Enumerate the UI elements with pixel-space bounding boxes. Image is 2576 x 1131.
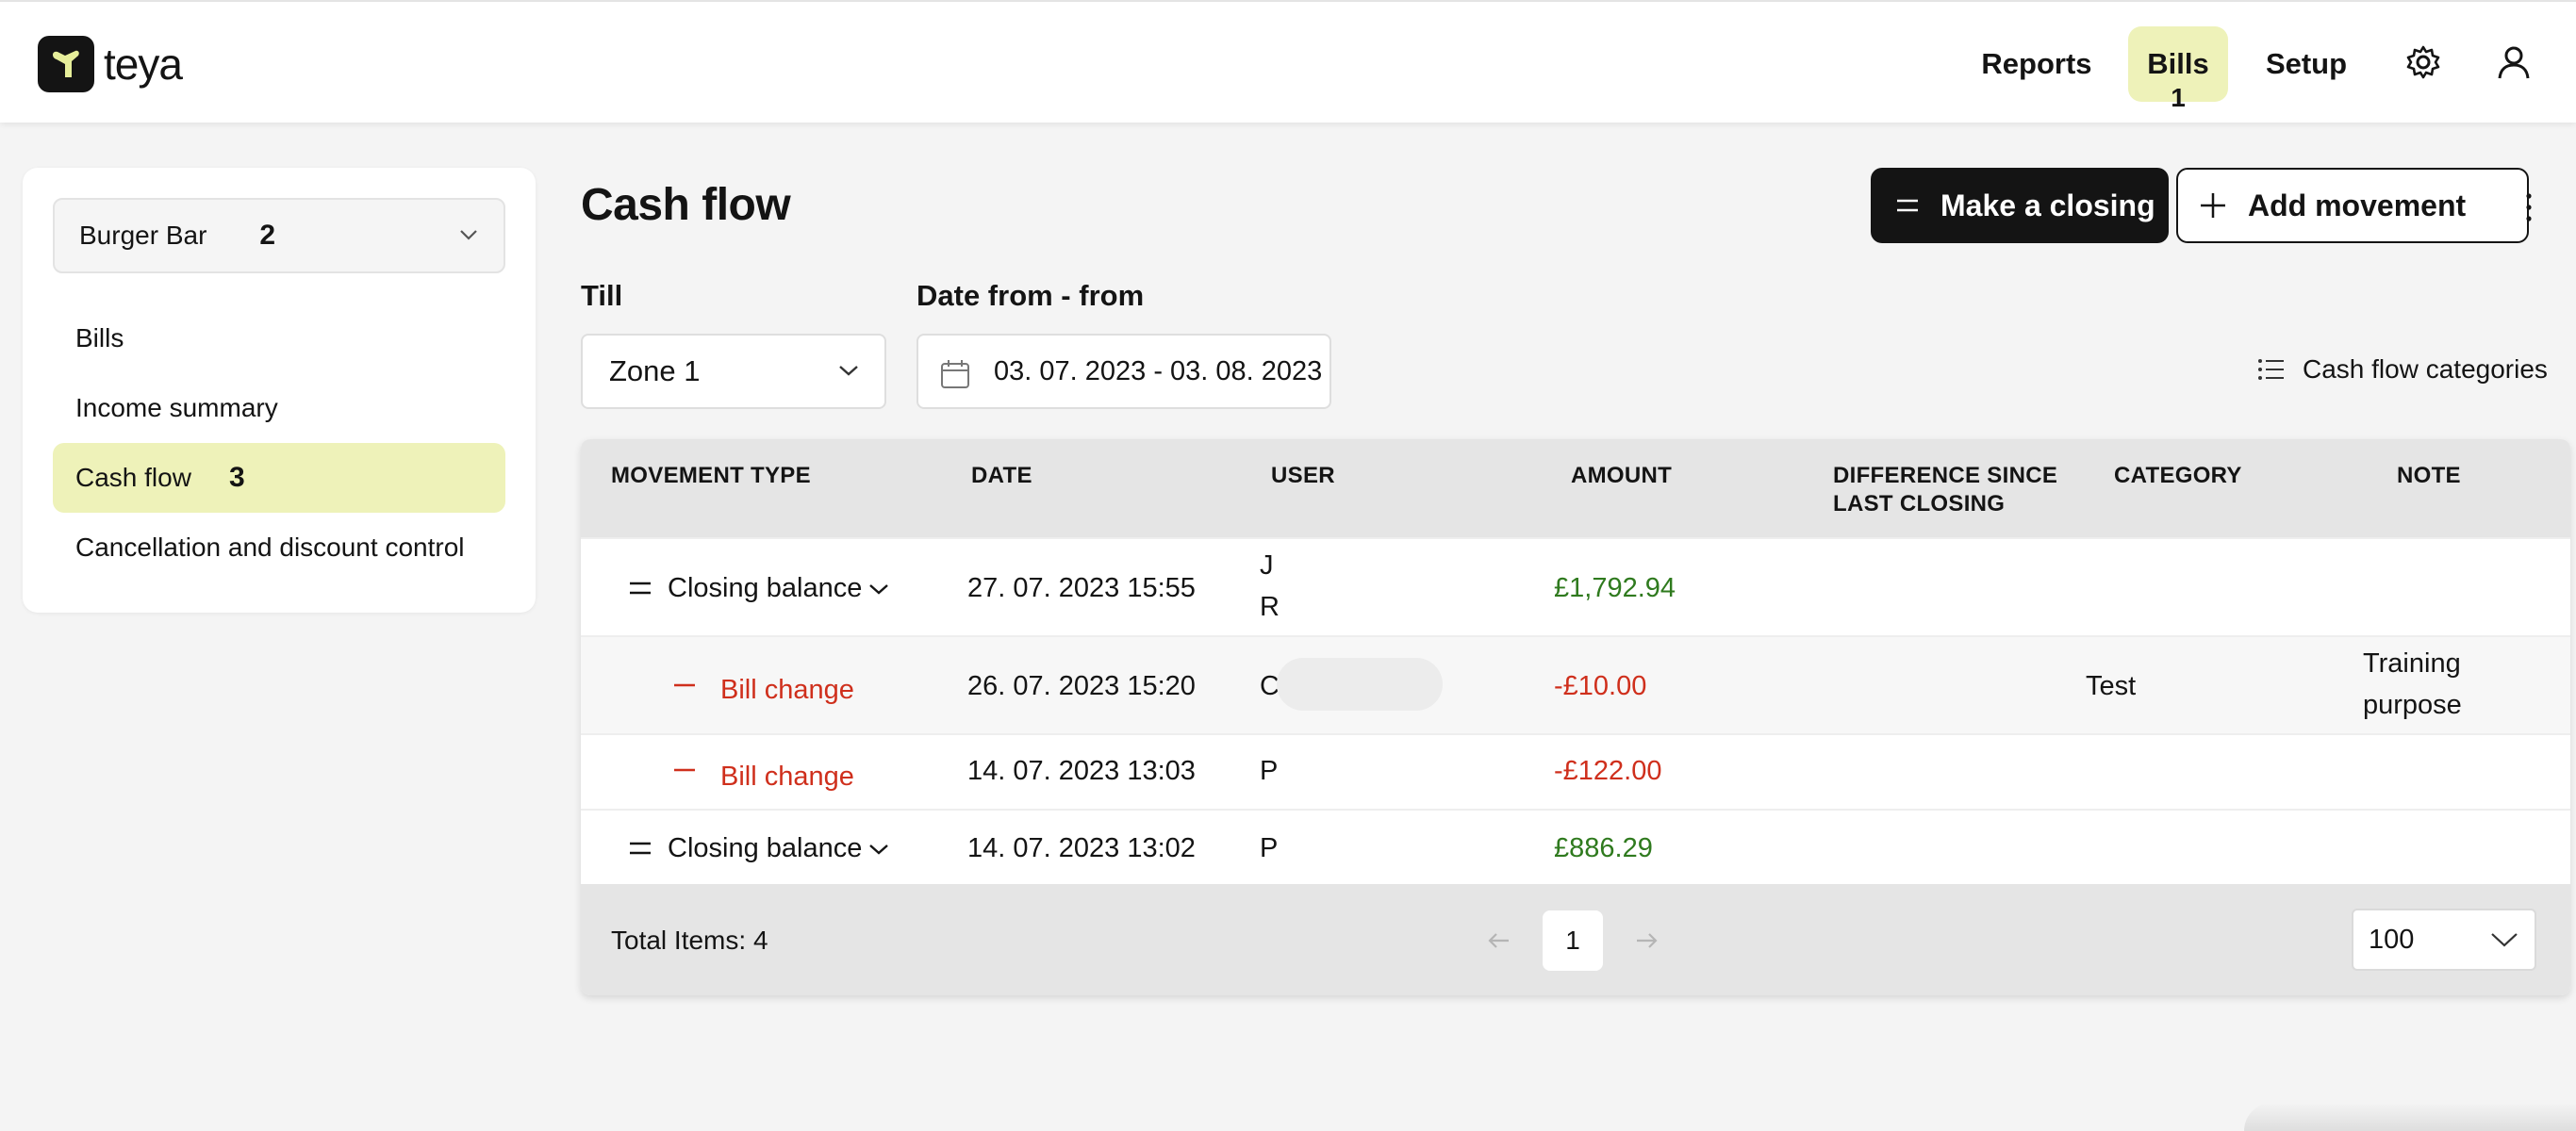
column-amount[interactable]: AMOUNT (1571, 463, 1673, 488)
sidebar-item-income-summary[interactable]: Income summary (53, 373, 505, 443)
teya-logo-icon (38, 36, 94, 92)
nav-bills-badge: 1 (2171, 83, 2186, 112)
plus-icon (2201, 193, 2225, 218)
till-select-value: Zone 1 (609, 354, 701, 387)
movement-note-line1: Training (2363, 648, 2461, 679)
add-movement-label: Add movement (2248, 188, 2467, 222)
movement-date: 26. 07. 2023 15:20 (967, 671, 1196, 701)
nav-bills-label: Bills (2147, 47, 2209, 80)
items-per-page-value: 100 (2369, 924, 2415, 955)
make-closing-button[interactable]: Make a closing (1871, 168, 2169, 243)
user-icon[interactable] (2495, 43, 2533, 81)
nav-reports[interactable]: Reports (1965, 26, 2108, 102)
sidebar-item-label: Cash flow (75, 463, 191, 492)
venue-select-value: Burger Bar (79, 221, 207, 250)
list-icon (2258, 359, 2284, 380)
column-movement-type[interactable]: MOVEMENT TYPE (611, 463, 811, 488)
page-number: 1 (1565, 926, 1580, 955)
column-difference-since-last-closing[interactable]: DIFFERENCE SINCE LAST CLOSING (1833, 462, 2057, 518)
date-range-picker[interactable]: 03. 07. 2023 - 03. 08. 2023 (916, 334, 1331, 409)
movement-date: 27. 07. 2023 15:55 (967, 573, 1196, 603)
page-button-current[interactable]: 1 (1543, 910, 1603, 971)
movement-user-line1: C (1260, 671, 1280, 701)
table-row[interactable]: Bill change 26. 07. 2023 15:20 C -£10.00… (581, 635, 2570, 733)
movement-amount: -£10.00 (1554, 671, 1647, 701)
movement-user-line2: R (1260, 592, 1280, 622)
sidebar-item-bills[interactable]: Bills (53, 303, 505, 373)
table-row[interactable]: Bill change 14. 07. 2023 13:03 P -£122.0… (581, 733, 2570, 809)
till-label: Till (581, 279, 623, 312)
sidebar: Burger Bar 2 Bills Income summary Cash f… (23, 168, 536, 613)
movement-date: 14. 07. 2023 13:03 (967, 756, 1196, 786)
movement-user-line1: J (1260, 550, 1274, 581)
total-items: Total Items: 4 (611, 926, 768, 955)
movement-user-line1: P (1260, 833, 1279, 863)
sidebar-item-label: Bills (75, 323, 124, 352)
column-note[interactable]: NOTE (2397, 463, 2461, 488)
movement-amount: £1,792.94 (1554, 573, 1676, 603)
movement-type[interactable]: Bill change (720, 762, 854, 792)
date-range-label: Date from - from (916, 279, 1145, 312)
sidebar-item-label: Income summary (75, 393, 278, 422)
chevron-down-icon (839, 366, 858, 376)
redacted-user-pill (1277, 658, 1443, 711)
movement-type: Closing balance (668, 833, 863, 863)
equals-icon (630, 582, 651, 595)
logo-text: teya (104, 40, 183, 89)
page-title: Cash flow (581, 180, 791, 230)
movement-amount: £886.29 (1554, 833, 1653, 863)
nav-bills[interactable]: Bills 1 (2128, 26, 2228, 112)
calendar-icon (941, 360, 969, 388)
movement-category: Test (2086, 671, 2137, 701)
table-row[interactable]: Closing balance 14. 07. 2023 13:02 P £88… (581, 809, 2570, 884)
sidebar-item-cash-flow[interactable]: Cash flow 3 (53, 443, 505, 513)
column-user[interactable]: USER (1271, 463, 1335, 488)
teya-logo[interactable]: teya (38, 36, 183, 92)
movement-amount: -£122.00 (1554, 756, 1662, 786)
till-select[interactable]: Zone 1 (581, 334, 886, 409)
arrow-right-icon[interactable] (1631, 926, 1661, 956)
top-bar: teya Reports Bills 1 Setup (0, 0, 2576, 123)
table-row[interactable]: Closing balance 27. 07. 2023 15:55 J R £… (581, 537, 2570, 635)
equals-icon (630, 842, 651, 855)
sidebar-item-label: Cancellation and discount control (75, 533, 465, 562)
arrow-left-icon[interactable] (1484, 926, 1514, 956)
add-movement-button[interactable]: Add movement (2176, 168, 2529, 243)
column-difference-line1: DIFFERENCE SINCE (1833, 463, 2058, 488)
make-closing-label: Make a closing (1940, 188, 2155, 222)
column-category[interactable]: CATEGORY (2114, 463, 2242, 488)
chevron-down-icon[interactable] (867, 582, 890, 596)
movement-note-line2: purpose (2363, 690, 2462, 720)
venue-select[interactable]: Burger Bar 2 (53, 198, 505, 273)
sidebar-item-badge: 3 (228, 462, 245, 493)
gear-icon[interactable] (2404, 43, 2442, 81)
cash-flow-categories-label: Cash flow categories (2303, 354, 2548, 384)
chevron-down-icon (2491, 933, 2518, 947)
movement-user-line1: P (1260, 756, 1279, 786)
chevron-down-icon[interactable] (867, 843, 890, 856)
venue-badge: 2 (259, 220, 276, 251)
column-date[interactable]: DATE (971, 463, 1032, 488)
cash-flow-categories-link[interactable]: Cash flow categories (2257, 354, 2548, 385)
nav-reports-label: Reports (1981, 47, 2092, 80)
table-footer: Total Items: 4 1 100 (581, 884, 2570, 995)
movement-date: 14. 07. 2023 13:02 (967, 833, 1196, 863)
chevron-down-icon (460, 230, 477, 240)
minus-icon (674, 683, 695, 687)
items-per-page-select[interactable]: 100 (2352, 909, 2536, 971)
equals-icon (1897, 199, 1918, 212)
nav-setup[interactable]: Setup (2254, 26, 2359, 102)
movement-type: Closing balance (668, 573, 863, 603)
cash-flow-table: MOVEMENT TYPE DATE USER AMOUNT DIFFERENC… (581, 439, 2570, 995)
movement-type[interactable]: Bill change (720, 675, 854, 705)
minus-icon (674, 768, 695, 772)
sidebar-item-cancellation-discount[interactable]: Cancellation and discount control (53, 513, 505, 582)
table-header: MOVEMENT TYPE DATE USER AMOUNT DIFFERENC… (581, 439, 2570, 537)
corner-shadow (2244, 1103, 2576, 1131)
date-range-value: 03. 07. 2023 - 03. 08. 2023 (994, 355, 1323, 386)
more-options-icon[interactable] (2518, 188, 2540, 226)
column-difference-line2: LAST CLOSING (1833, 491, 2006, 516)
nav-setup-label: Setup (2265, 47, 2348, 80)
